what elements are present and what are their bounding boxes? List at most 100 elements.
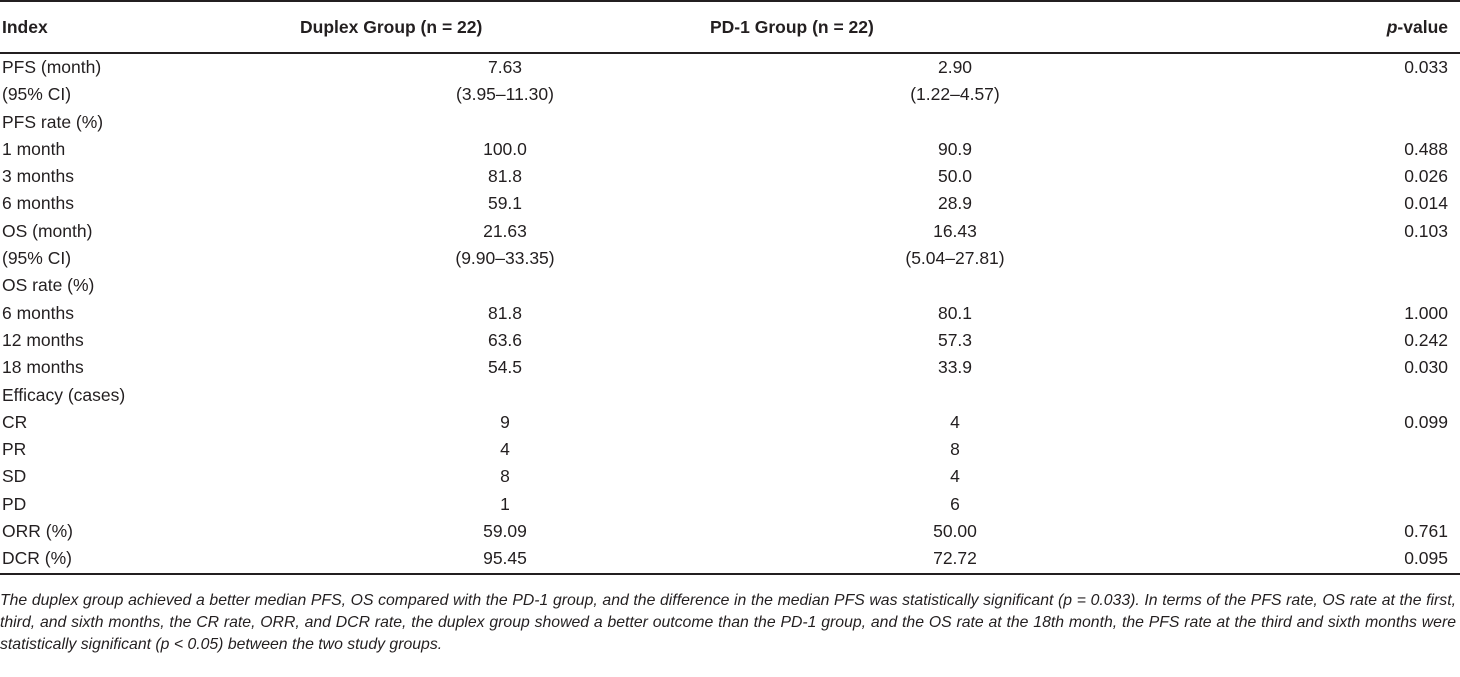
table-row: (95% CI) (9.90–33.35) (5.04–27.81) [0,245,1460,272]
cell-pd1: 28.9 [937,193,973,214]
cell-index: 12 months [2,329,84,350]
header-row: Index Duplex Group (n = 22) PD-1 Group (… [0,0,1460,54]
cell-duplex: 81.8 [487,166,523,187]
cell-duplex: 9 [500,411,510,432]
cell-p-value: 0.103 [1404,220,1448,241]
table-row: 18 months 54.5 33.9 0.030 [0,354,1460,381]
cell-pd1: 80.1 [937,302,973,323]
table-row: 6 months 81.8 80.1 1.000 [0,300,1460,327]
cell-pd1: 16.43 [933,220,977,241]
table-row: CR 9 4 0.099 [0,409,1460,436]
cell-duplex [300,382,710,409]
header-p-value: p-value [1200,0,1460,54]
cell-pd1 [710,382,1200,409]
cell-p-value: 0.488 [1404,138,1448,159]
table-footnote: The duplex group achieved a better media… [0,592,1456,653]
cell-p-value: 0.242 [1404,329,1448,350]
cell-duplex: 59.09 [483,521,527,542]
table-row: PR 4 8 [0,436,1460,463]
cell-index: OS (month) [2,220,93,241]
cell-p-value: 0.033 [1404,57,1448,77]
cell-p-value: 0.095 [1200,545,1460,575]
cell-p-value [1200,245,1460,272]
cell-index: (95% CI) [2,248,72,269]
header-duplex-group: Duplex Group (n = 22) [300,0,710,54]
cell-p-value: 0.026 [1404,166,1448,187]
cell-duplex: (3.95–11.30) [456,84,554,105]
cell-duplex [300,272,710,299]
cell-p-value [1200,81,1460,108]
cell-index: DCR (%) [0,545,300,575]
cell-duplex [300,109,710,136]
cell-duplex: 21.63 [483,220,527,241]
cell-pd1 [710,109,1200,136]
cell-index: SD [2,466,27,487]
cell-p-value: 0.099 [1404,411,1448,432]
cell-pd1: 8 [950,439,960,460]
results-table: Index Duplex Group (n = 22) PD-1 Group (… [0,0,1460,575]
cell-p-value: 0.030 [1404,357,1448,378]
table-row: 1 month 100.0 90.9 0.488 [0,136,1460,163]
table-row: PFS (month) 7.63 2.90 0.033 [0,53,1460,81]
cell-duplex: 54.5 [487,357,523,378]
cell-pd1: 33.9 [937,357,973,378]
cell-index: 6 months [2,302,74,323]
cell-p-value [1200,272,1460,299]
cell-index: OS rate (%) [2,275,95,296]
cell-pd1: 90.9 [937,138,973,159]
cell-pd1: 2.90 [937,57,973,77]
cell-index: 18 months [2,357,84,378]
table-row: DCR (%) 95.45 72.72 0.095 [0,545,1460,575]
table-row: 6 months 59.1 28.9 0.014 [0,190,1460,217]
cell-p-value [1200,463,1460,490]
cell-index: PFS (month) [2,57,102,77]
cell-pd1: 50.00 [933,521,977,542]
table-body: PFS (month) 7.63 2.90 0.033 (95% CI) (3.95–11… [0,53,1460,575]
cell-pd1: 57.3 [937,329,973,350]
cell-pd1: (5.04–27.81) [905,248,1005,269]
table-row: Efficacy (cases) [0,382,1460,409]
table-row: OS (month) 21.63 16.43 0.103 [0,218,1460,245]
cell-pd1: 72.72 [710,545,1200,575]
cell-pd1: 50.0 [937,166,973,187]
cell-index: ORR (%) [2,521,73,542]
cell-duplex: 100.0 [483,138,527,159]
cell-index: PFS rate (%) [2,111,104,132]
cell-index: CR [2,411,28,432]
table-row: PFS rate (%) [0,109,1460,136]
table-row: ORR (%) 59.09 50.00 0.761 [0,518,1460,545]
cell-index: 3 months [2,166,74,187]
cell-index: Efficacy (cases) [2,384,126,405]
header-p-italic: p [1386,16,1398,37]
header-pd1-group: PD-1 Group (n = 22) [710,0,1200,54]
cell-p-value [1200,382,1460,409]
cell-index: 1 month [2,138,66,159]
cell-duplex: 95.45 [300,545,710,575]
cell-index: PR [2,439,27,460]
cell-duplex: 1 [500,493,510,514]
table-header: Index Duplex Group (n = 22) PD-1 Group (… [0,0,1460,54]
cell-p-value: 0.014 [1404,193,1448,214]
cell-p-value: 1.000 [1404,302,1448,323]
table-row: 3 months 81.8 50.0 0.026 [0,163,1460,190]
cell-p-value [1200,436,1460,463]
cell-pd1: 4 [950,466,960,487]
cell-pd1: (1.22–4.57) [910,84,1000,105]
cell-duplex: 63.6 [487,329,523,350]
cell-index: 6 months [2,193,74,214]
cell-duplex: 59.1 [487,193,523,214]
table-row: PD 1 6 [0,491,1460,518]
table-row: (95% CI) (3.95–11.30) (1.22–4.57) [0,81,1460,108]
header-index: Index [0,0,300,54]
cell-pd1: 6 [950,493,960,514]
cell-duplex: 7.63 [487,57,523,77]
cell-p-value [1200,491,1460,518]
cell-duplex: 81.8 [487,302,523,323]
table-row: OS rate (%) [0,272,1460,299]
header-p-suffix: -value [1397,16,1448,37]
cell-index: (95% CI) [2,84,72,105]
cell-duplex: (9.90–33.35) [455,248,555,269]
table-row: 12 months 63.6 57.3 0.242 [0,327,1460,354]
cell-index: PD [2,493,27,514]
